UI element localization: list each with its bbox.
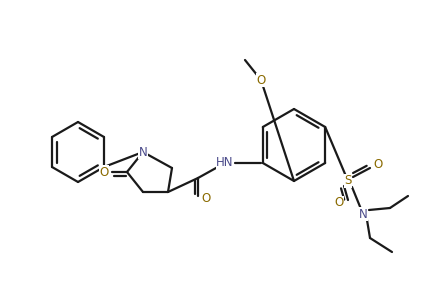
Text: N: N: [139, 145, 148, 158]
Text: N: N: [359, 207, 367, 220]
Text: O: O: [201, 192, 211, 205]
Text: O: O: [257, 74, 266, 87]
Text: HN: HN: [216, 156, 234, 170]
Text: S: S: [344, 175, 352, 188]
Text: O: O: [100, 166, 109, 179]
Text: O: O: [334, 196, 344, 209]
Text: O: O: [373, 158, 383, 171]
